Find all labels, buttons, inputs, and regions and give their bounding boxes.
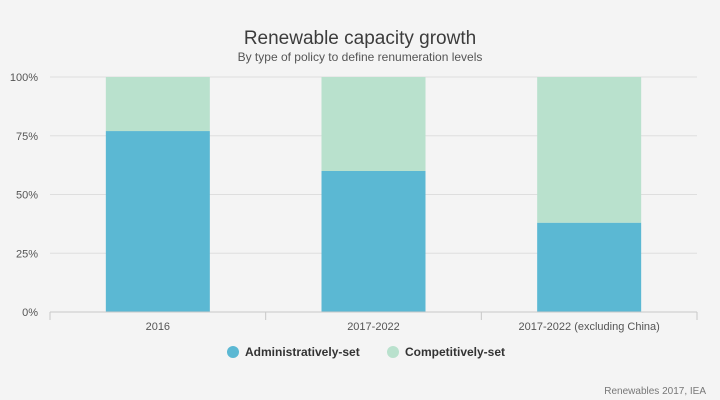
bar-segment[interactable] bbox=[105, 131, 210, 312]
bar-segment[interactable] bbox=[105, 77, 210, 132]
x-tick-label: 2016 bbox=[146, 321, 170, 333]
legend-marker bbox=[227, 346, 239, 358]
bar-segment[interactable] bbox=[321, 171, 426, 312]
chart-subtitle: By type of policy to define renumeration… bbox=[238, 50, 483, 64]
legend-item[interactable]: Administratively-set bbox=[227, 345, 360, 359]
y-tick-label: 50% bbox=[16, 190, 38, 202]
x-tick-label: 2017-2022 bbox=[347, 321, 400, 333]
bars-layer bbox=[105, 77, 642, 312]
y-axis-ticks: 0% 25% 50% 75% 100% bbox=[10, 72, 38, 319]
x-axis: 2016 2017-2022 2017-2022 (excluding China) bbox=[49, 311, 698, 333]
legend-item[interactable]: Competitively-set bbox=[387, 345, 505, 359]
y-tick-label: 0% bbox=[22, 307, 38, 319]
source-note: Renewables 2017, IEA bbox=[604, 386, 706, 397]
y-tick-label: 25% bbox=[16, 248, 38, 260]
bar-segment[interactable] bbox=[321, 77, 426, 171]
x-tick-label: 2017-2022 (excluding China) bbox=[519, 321, 660, 333]
legend-label: Competitively-set bbox=[405, 345, 505, 359]
bar-segment[interactable] bbox=[537, 77, 642, 223]
legend-label: Administratively-set bbox=[245, 345, 360, 359]
bar-segment[interactable] bbox=[537, 222, 642, 312]
chart-title: Renewable capacity growth bbox=[244, 28, 476, 49]
legend-marker bbox=[387, 346, 399, 358]
legend: Administratively-set Competitively-set bbox=[227, 345, 505, 359]
y-tick-label: 100% bbox=[10, 72, 38, 84]
y-tick-label: 75% bbox=[16, 131, 38, 143]
